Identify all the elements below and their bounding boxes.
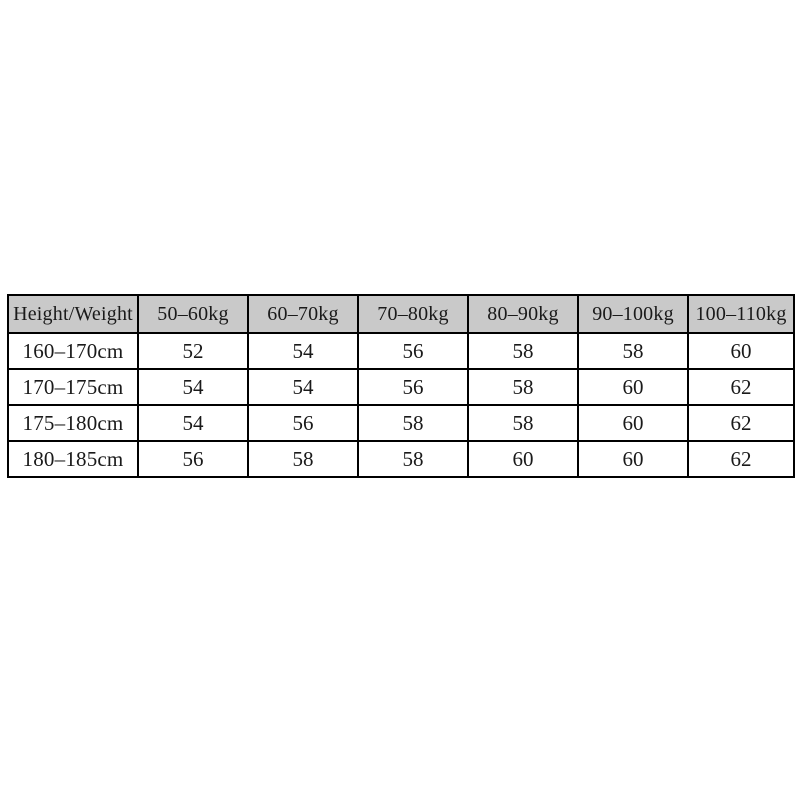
cell-r1-c4: 60 [577, 368, 689, 406]
column-header-50-60kg: 50–60kg [137, 294, 249, 334]
row-label-175-180cm: 175–180cm [7, 404, 139, 442]
cell-r1-c0: 54 [137, 368, 249, 406]
column-header-70-80kg: 70–80kg [357, 294, 469, 334]
cell-r2-c2: 58 [357, 404, 469, 442]
row-label-160-170cm: 160–170cm [7, 332, 139, 370]
column-header-100-110kg: 100–110kg [687, 294, 795, 334]
cell-r1-c2: 56 [357, 368, 469, 406]
table-row: 160–170cm 52 54 56 58 58 60 [7, 332, 795, 370]
table-row: 170–175cm 54 54 56 58 60 62 [7, 368, 795, 406]
cell-r0-c5: 60 [687, 332, 795, 370]
cell-r1-c1: 54 [247, 368, 359, 406]
cell-r2-c3: 58 [467, 404, 579, 442]
size-chart-body: 160–170cm 52 54 56 58 58 60 170–175cm 54… [7, 332, 795, 478]
cell-r2-c4: 60 [577, 404, 689, 442]
row-label-180-185cm: 180–185cm [7, 440, 139, 478]
cell-r0-c2: 56 [357, 332, 469, 370]
cell-r0-c4: 58 [577, 332, 689, 370]
size-chart-header: Height/Weight 50–60kg 60–70kg 70–80kg 80… [7, 294, 795, 334]
column-header-90-100kg: 90–100kg [577, 294, 689, 334]
cell-r2-c5: 62 [687, 404, 795, 442]
column-header-height-weight: Height/Weight [7, 294, 139, 334]
cell-r1-c5: 62 [687, 368, 795, 406]
cell-r1-c3: 58 [467, 368, 579, 406]
cell-r3-c1: 58 [247, 440, 359, 478]
size-chart-container: Height/Weight 50–60kg 60–70kg 70–80kg 80… [7, 294, 795, 478]
cell-r3-c0: 56 [137, 440, 249, 478]
cell-r0-c3: 58 [467, 332, 579, 370]
cell-r3-c5: 62 [687, 440, 795, 478]
cell-r2-c1: 56 [247, 404, 359, 442]
table-row: 175–180cm 54 56 58 58 60 62 [7, 404, 795, 442]
column-header-60-70kg: 60–70kg [247, 294, 359, 334]
cell-r3-c4: 60 [577, 440, 689, 478]
cell-r2-c0: 54 [137, 404, 249, 442]
table-header-row: Height/Weight 50–60kg 60–70kg 70–80kg 80… [7, 294, 795, 334]
column-header-80-90kg: 80–90kg [467, 294, 579, 334]
cell-r3-c3: 60 [467, 440, 579, 478]
cell-r0-c1: 54 [247, 332, 359, 370]
cell-r0-c0: 52 [137, 332, 249, 370]
row-label-170-175cm: 170–175cm [7, 368, 139, 406]
size-chart-table: Height/Weight 50–60kg 60–70kg 70–80kg 80… [7, 294, 795, 478]
cell-r3-c2: 58 [357, 440, 469, 478]
table-row: 180–185cm 56 58 58 60 60 62 [7, 440, 795, 478]
